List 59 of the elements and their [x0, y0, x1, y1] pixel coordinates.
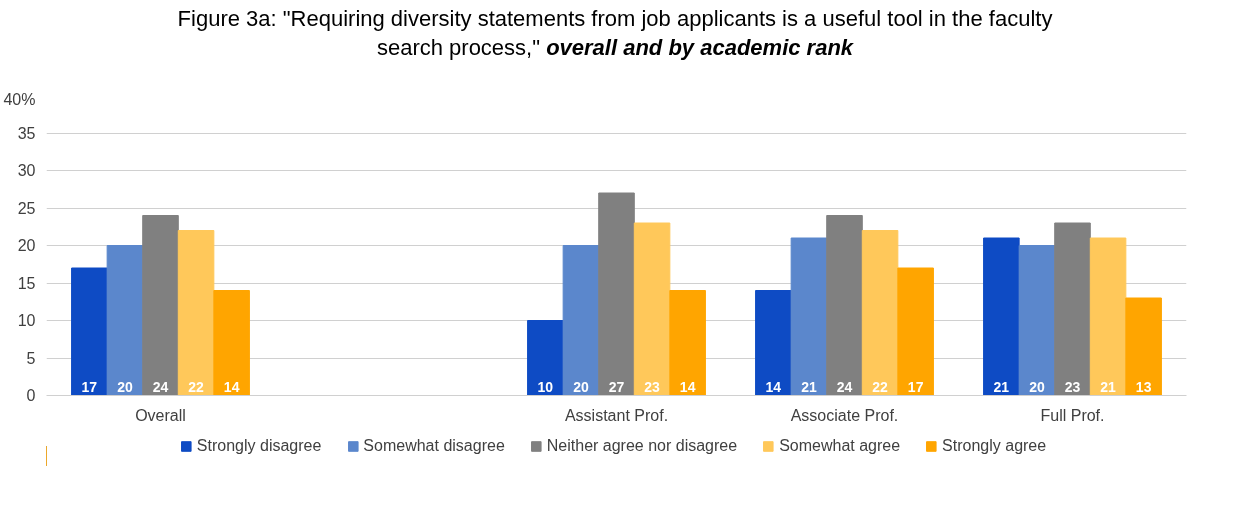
- legend-label: Strongly agree: [942, 437, 1047, 455]
- data-label: 17: [907, 378, 924, 395]
- y-tick-label: 20: [17, 237, 36, 254]
- bar: [562, 245, 600, 396]
- data-label: 20: [1029, 378, 1045, 395]
- y-tick-label: 0: [26, 387, 36, 404]
- bar: [897, 267, 934, 396]
- data-label: 24: [152, 378, 169, 395]
- bar: [142, 215, 179, 396]
- bar: [177, 230, 215, 396]
- data-label: 27: [608, 378, 625, 395]
- y-tick-label: 10: [17, 312, 36, 329]
- bar: [1018, 245, 1056, 396]
- bar: [790, 237, 828, 396]
- bar: [213, 290, 250, 396]
- bar: [633, 222, 671, 396]
- legend-label: Strongly disagree: [196, 437, 322, 455]
- data-label: 14: [223, 378, 240, 395]
- bar: [1125, 297, 1162, 396]
- data-label: 13: [1135, 378, 1152, 395]
- bar: [669, 290, 706, 396]
- bar: [527, 320, 564, 396]
- bar: [983, 237, 1020, 396]
- data-label: 21: [1100, 378, 1117, 395]
- data-label: 22: [872, 378, 889, 395]
- bar: [861, 230, 899, 396]
- y-tick-label: 15: [17, 274, 36, 292]
- y-tick-label: 30: [17, 162, 36, 179]
- y-tick-label: 25: [17, 199, 36, 217]
- x-tick-label: Associate Prof.: [790, 406, 899, 424]
- x-tick-label: Assistant Prof.: [564, 406, 669, 424]
- legend-label: Somewhat agree: [779, 437, 901, 455]
- data-label: 20: [117, 378, 133, 395]
- data-label: 22: [188, 378, 205, 395]
- data-label: 17: [81, 378, 98, 395]
- y-tick-label: 5: [26, 349, 36, 367]
- data-label: 14: [765, 378, 782, 395]
- data-label: 10: [537, 378, 554, 395]
- bar: [106, 245, 144, 396]
- bar: [826, 215, 863, 396]
- x-tick-label: Overall: [135, 406, 186, 424]
- bar: [1054, 222, 1091, 396]
- y-tick-label: 35: [17, 124, 36, 142]
- data-label: 21: [801, 378, 817, 395]
- data-label: 23: [644, 378, 661, 395]
- legend-label: Neither agree nor disagree: [546, 437, 738, 455]
- legend-label: Somewhat disagree: [363, 437, 505, 455]
- y-tick-label: 40%: [3, 90, 36, 108]
- x-tick-label: Full Prof.: [1040, 406, 1105, 424]
- data-label: 24: [836, 378, 853, 395]
- data-label: 23: [1064, 378, 1081, 395]
- bar: [71, 267, 108, 396]
- bar: [755, 290, 792, 396]
- data-label: 21: [993, 378, 1010, 395]
- chart-subtitle: overall and by academic rank: [546, 34, 854, 60]
- bar: [1089, 237, 1127, 396]
- data-label: 14: [679, 378, 696, 395]
- data-label: 20: [573, 378, 589, 395]
- bar: [598, 192, 635, 396]
